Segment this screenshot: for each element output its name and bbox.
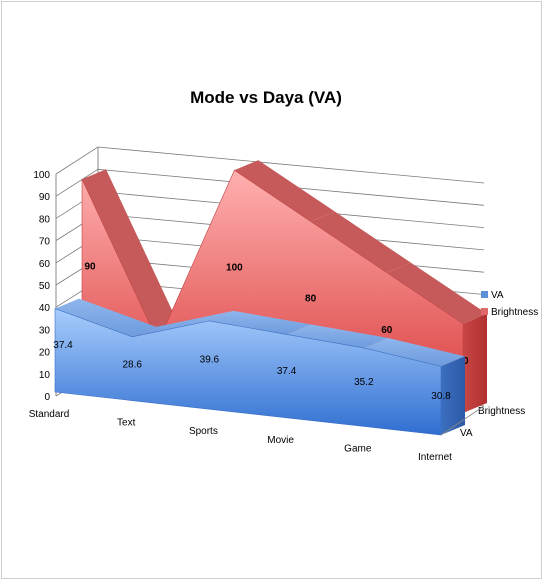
y-tick-label: 70 <box>39 237 51 248</box>
y-tick-label: 30 <box>39 325 51 336</box>
y-tick-label: 100 <box>33 170 50 181</box>
legend-swatch <box>481 291 488 298</box>
brightness-data-label: 60 <box>381 325 393 336</box>
va-data-label: 30.8 <box>431 391 451 402</box>
y-tick-label: 80 <box>39 214 51 225</box>
brightness-top-segment <box>234 160 335 222</box>
x-tick-label: Standard <box>29 409 70 420</box>
va-top-segment <box>286 324 388 348</box>
y-tick-label: 20 <box>39 348 51 359</box>
va-top-segment <box>363 337 465 367</box>
x-tick-label: Text <box>117 418 136 429</box>
gridline <box>55 146 485 184</box>
y-tick-label: 60 <box>39 259 51 270</box>
va-data-label: 39.6 <box>200 355 220 366</box>
va-side-face <box>441 356 465 435</box>
va-data-label: 35.2 <box>354 377 374 388</box>
x-tick-label: Game <box>344 443 372 454</box>
legend-swatch <box>481 308 488 315</box>
brightness-top-segment <box>310 211 411 273</box>
y-axis-ticks: 0 10 20 30 40 50 60 70 80 90 100 <box>33 170 50 403</box>
va-data-label: 37.4 <box>277 366 297 377</box>
y-tick-label: 50 <box>39 281 51 292</box>
brightness-top-segment <box>386 262 487 324</box>
legend-label: VA <box>491 290 504 301</box>
depth-tick-label: Brightness <box>478 406 525 417</box>
y-tick-label: 40 <box>39 303 51 314</box>
va-top-segment <box>55 298 157 337</box>
gridline <box>55 168 485 206</box>
depth-tick-label: VA <box>460 428 473 439</box>
y-tick-label: 90 <box>39 192 51 203</box>
depth-axis-ticks: Brightness VA <box>440 405 525 439</box>
brightness-data-label: 90 <box>84 262 96 273</box>
brightness-side-face <box>463 313 487 413</box>
legend-label: Brightness <box>491 307 538 318</box>
brightness-data-label: 80 <box>305 294 317 305</box>
x-axis-ticks: Standard Text Sports Movie Game Internet <box>29 409 452 463</box>
va-top-segment <box>209 310 311 335</box>
depth-axis-line <box>440 405 485 436</box>
x-tick-label: Sports <box>189 426 218 437</box>
series-va: 37.4 28.6 39.6 37.4 35.2 30.8 <box>53 298 465 436</box>
va-data-label: 37.4 <box>53 340 73 351</box>
va-area <box>54 308 442 436</box>
va-top-segment <box>132 310 234 337</box>
brightness-data-label: 100 <box>226 263 243 274</box>
y-tick-label: 0 <box>44 392 50 403</box>
x-tick-label: Movie <box>267 435 294 446</box>
y-tick-label: 10 <box>39 370 51 381</box>
brightness-top-segment <box>82 169 183 342</box>
x-tick-label: Internet <box>418 452 452 463</box>
legend: VA Brightness <box>481 290 538 318</box>
chart-title: Mode vs Daya (VA) <box>190 88 342 107</box>
va-data-label: 28.6 <box>122 360 142 371</box>
